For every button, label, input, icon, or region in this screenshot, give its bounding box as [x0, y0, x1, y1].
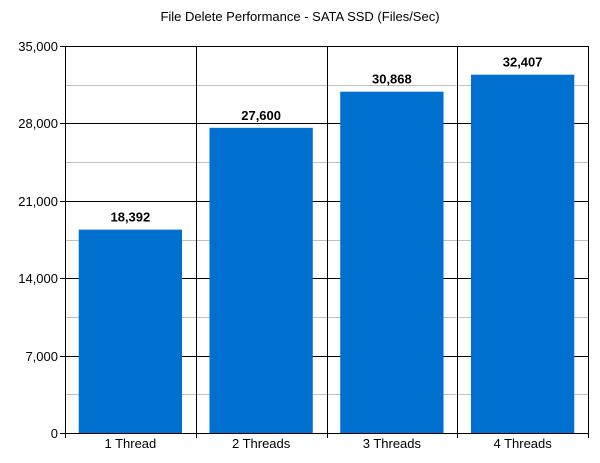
axes — [60, 46, 589, 438]
bars-group — [78, 74, 575, 434]
y-tick-label: 14,000 — [18, 271, 58, 286]
data-label: 18,392 — [110, 210, 150, 225]
data-labels: 18,392 27,600 30,868 32,407 — [110, 55, 542, 225]
y-tick-label: 21,000 — [18, 194, 58, 209]
chart-title: File Delete Performance - SATA SSD (File… — [160, 9, 439, 24]
data-label: 30,868 — [372, 72, 412, 87]
y-tick-label: 0 — [51, 426, 58, 441]
data-label: 32,407 — [503, 55, 543, 70]
y-tick-label: 35,000 — [18, 39, 58, 54]
x-tick-label: 3 Threads — [363, 436, 422, 451]
y-axis-ticks: 0 7,000 14,000 21,000 28,000 35,000 — [18, 39, 65, 441]
y-tick-label: 7,000 — [25, 349, 58, 364]
data-label: 27,600 — [241, 108, 281, 123]
bar — [78, 229, 183, 433]
bar — [470, 74, 575, 433]
x-axis-labels: 1 Thread 2 Threads 3 Threads 4 Threads — [104, 436, 552, 451]
bar — [209, 127, 313, 433]
x-tick-label: 1 Thread — [104, 436, 156, 451]
x-tick-label: 4 Threads — [493, 436, 552, 451]
y-tick-label: 28,000 — [18, 116, 58, 131]
x-tick-label: 2 Threads — [232, 436, 291, 451]
bar — [340, 91, 444, 434]
